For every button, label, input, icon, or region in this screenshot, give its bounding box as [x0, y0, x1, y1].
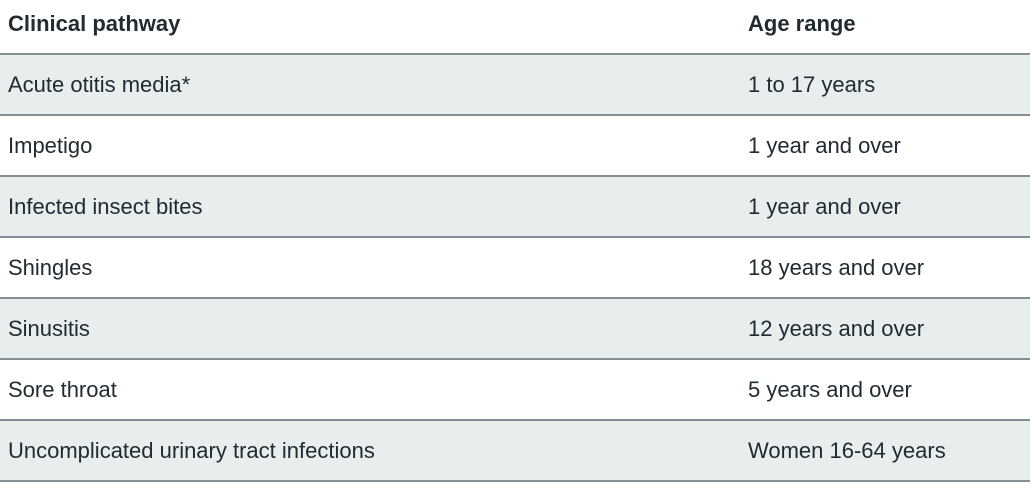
cell-clinical-pathway: Shingles: [0, 236, 740, 298]
cell-age-range: 5 years and over: [740, 358, 1030, 420]
cell-clinical-pathway: Infected insect bites: [0, 175, 740, 237]
cell-age-range: Women 16-64 years: [740, 419, 1030, 481]
cell-clinical-pathway: Acute otitis media*: [0, 53, 740, 115]
column-header-clinical-pathway: Clinical pathway: [8, 11, 181, 36]
table-row: Uncomplicated urinary tract infections Wo…: [0, 419, 1030, 481]
table-body: Acute otitis media* 1 to 17 years Impetigo…: [0, 53, 1030, 481]
table-row: Acute otitis media* 1 to 17 years: [0, 53, 1030, 115]
column-header-age-range: Age range: [748, 11, 856, 36]
cell-age-range: 1 year and over: [740, 114, 1030, 176]
table-row: Sore throat 5 years and over: [0, 358, 1030, 420]
table-header: Clinical pathway Age range: [0, 0, 1030, 54]
table-row: Infected insect bites 1 year and over: [0, 175, 1030, 237]
cell-age-range: 1 year and over: [740, 175, 1030, 237]
cell-clinical-pathway: Uncomplicated urinary tract infections: [0, 419, 740, 481]
cell-age-range: 18 years and over: [740, 236, 1030, 298]
cell-age-range: 1 to 17 years: [740, 53, 1030, 115]
table-header-row: Clinical pathway Age range: [0, 0, 1030, 54]
table-row: Shingles 18 years and over: [0, 236, 1030, 298]
cell-clinical-pathway: Sore throat: [0, 358, 740, 420]
table-row: Impetigo 1 year and over: [0, 114, 1030, 176]
cell-clinical-pathway: Impetigo: [0, 114, 740, 176]
cell-age-range: 12 years and over: [740, 297, 1030, 359]
table-row: Sinusitis 12 years and over: [0, 297, 1030, 359]
cell-clinical-pathway: Sinusitis: [0, 297, 740, 359]
